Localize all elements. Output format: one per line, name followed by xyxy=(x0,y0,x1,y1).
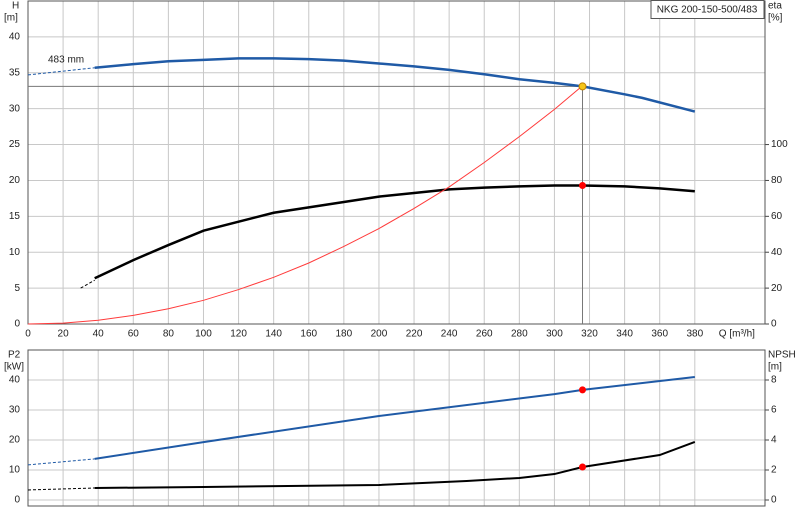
curve xyxy=(27,67,95,76)
y2-tick-label: 0 xyxy=(771,319,777,330)
y-tick-label: 10 xyxy=(9,247,21,258)
y2-tick-label: 100 xyxy=(771,139,788,150)
y-tick-label: 40 xyxy=(9,32,21,43)
duty-point xyxy=(579,181,587,189)
duty-point xyxy=(578,82,587,91)
curve xyxy=(94,376,695,460)
y2-axis-title: eta xyxy=(768,1,782,12)
y-tick-label: 0 xyxy=(14,319,20,330)
y-tick-label: 20 xyxy=(9,175,21,186)
duty-point xyxy=(579,386,587,394)
x-tick-label: 260 xyxy=(476,329,493,340)
y2-tick-label: 20 xyxy=(771,283,783,294)
x-tick-label: 100 xyxy=(195,329,212,340)
x-tick-label: 280 xyxy=(511,329,528,340)
y-axis-unit: [m] xyxy=(4,13,18,24)
x-axis-title: Q [m³/h] xyxy=(719,329,755,340)
y-tick-label: 25 xyxy=(9,139,21,150)
y2-tick-label: 8 xyxy=(771,375,777,386)
plot-frame xyxy=(27,349,766,507)
curve xyxy=(27,85,583,325)
y-axis-title: H xyxy=(12,1,19,12)
curve xyxy=(94,57,696,113)
x-tick-label: 320 xyxy=(581,329,598,340)
x-tick-label: 20 xyxy=(58,329,70,340)
model-box xyxy=(650,0,765,19)
y-tick-label: 10 xyxy=(9,465,21,476)
y2-tick-label: 80 xyxy=(771,175,783,186)
x-tick-label: 360 xyxy=(651,329,668,340)
curve xyxy=(27,458,95,466)
x-tick-label: 240 xyxy=(441,329,458,340)
y2-tick-label: 2 xyxy=(771,465,777,476)
curve xyxy=(94,184,695,280)
y-tick-label: 15 xyxy=(9,211,21,222)
y-tick-label: 35 xyxy=(9,67,21,78)
y2-tick-label: 4 xyxy=(771,435,777,446)
curve-label: 483 mm xyxy=(48,55,84,66)
y2-tick-label: 6 xyxy=(771,405,777,416)
x-tick-label: 220 xyxy=(406,329,423,340)
x-tick-label: 120 xyxy=(230,329,247,340)
y2-tick-label: 0 xyxy=(771,495,777,506)
y2-axis-title: NPSH xyxy=(768,350,796,361)
x-tick-label: 380 xyxy=(686,329,703,340)
plot-frame xyxy=(27,0,766,325)
x-tick-label: 300 xyxy=(546,329,563,340)
y-axis-title: P2 xyxy=(8,350,21,361)
x-tick-label: 0 xyxy=(25,329,31,340)
x-tick-label: 60 xyxy=(128,329,140,340)
curve xyxy=(27,487,95,491)
curve xyxy=(80,279,95,289)
x-tick-label: 160 xyxy=(300,329,317,340)
y2-tick-label: 40 xyxy=(771,247,783,258)
y-tick-label: 20 xyxy=(9,435,21,446)
curve xyxy=(94,441,696,489)
duty-point xyxy=(579,463,587,471)
y-tick-label: 30 xyxy=(9,103,21,114)
x-tick-label: 40 xyxy=(93,329,105,340)
x-tick-label: 340 xyxy=(616,329,633,340)
x-tick-label: 180 xyxy=(336,329,353,340)
x-tick-label: 200 xyxy=(371,329,388,340)
y-tick-label: 40 xyxy=(9,375,21,386)
y2-tick-label: 60 xyxy=(771,211,783,222)
y2-axis-unit: [%] xyxy=(768,13,783,24)
y-axis-unit: [kW] xyxy=(4,362,24,373)
y-tick-label: 30 xyxy=(9,405,21,416)
y2-axis-unit: [m] xyxy=(768,362,782,373)
y-tick-label: 0 xyxy=(14,495,20,506)
y-tick-label: 5 xyxy=(14,283,20,294)
x-tick-label: 80 xyxy=(163,329,175,340)
model-label: NKG 200-150-500/483 xyxy=(657,5,758,16)
x-tick-label: 140 xyxy=(265,329,282,340)
